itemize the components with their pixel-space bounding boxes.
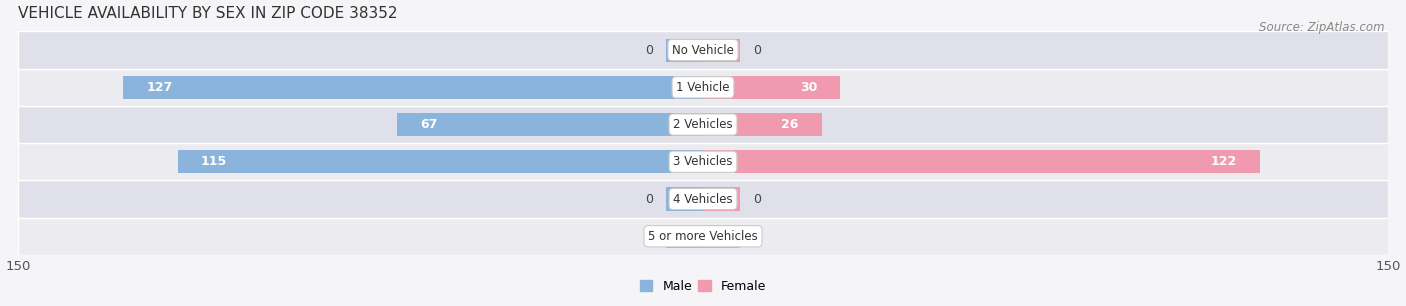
Text: 122: 122 [1211,155,1237,168]
Legend: Male, Female: Male, Female [636,275,770,298]
Bar [18,69,1388,106]
Text: 30: 30 [800,81,817,94]
Text: 0: 0 [754,192,761,206]
Text: 4 Vehicles: 4 Vehicles [673,192,733,206]
Text: VEHICLE AVAILABILITY BY SEX IN ZIP CODE 38352: VEHICLE AVAILABILITY BY SEX IN ZIP CODE … [18,6,398,21]
Text: 0: 0 [754,43,761,57]
Bar [703,39,740,62]
Bar [179,150,703,173]
Bar [396,113,703,136]
Text: 26: 26 [782,118,799,131]
Bar [18,143,1388,180]
Text: 0: 0 [645,192,652,206]
Bar [18,106,1388,143]
Bar [18,32,1388,69]
Bar [666,39,703,62]
Bar [703,76,839,99]
Text: 2 Vehicles: 2 Vehicles [673,118,733,131]
Bar [666,225,703,248]
Bar [18,180,1388,218]
Text: 0: 0 [645,43,652,57]
Bar [703,113,821,136]
Text: 0: 0 [645,230,652,243]
Text: 127: 127 [146,81,173,94]
Bar [703,225,740,248]
Bar [703,188,740,211]
Text: 3 Vehicles: 3 Vehicles [673,155,733,168]
Text: 5 or more Vehicles: 5 or more Vehicles [648,230,758,243]
Text: 115: 115 [201,155,228,168]
Text: No Vehicle: No Vehicle [672,43,734,57]
Text: 67: 67 [420,118,437,131]
Text: 0: 0 [754,230,761,243]
Bar [124,76,703,99]
Text: 1 Vehicle: 1 Vehicle [676,81,730,94]
Text: Source: ZipAtlas.com: Source: ZipAtlas.com [1260,21,1385,34]
Bar [666,188,703,211]
Bar [18,218,1388,255]
Bar [703,150,1260,173]
